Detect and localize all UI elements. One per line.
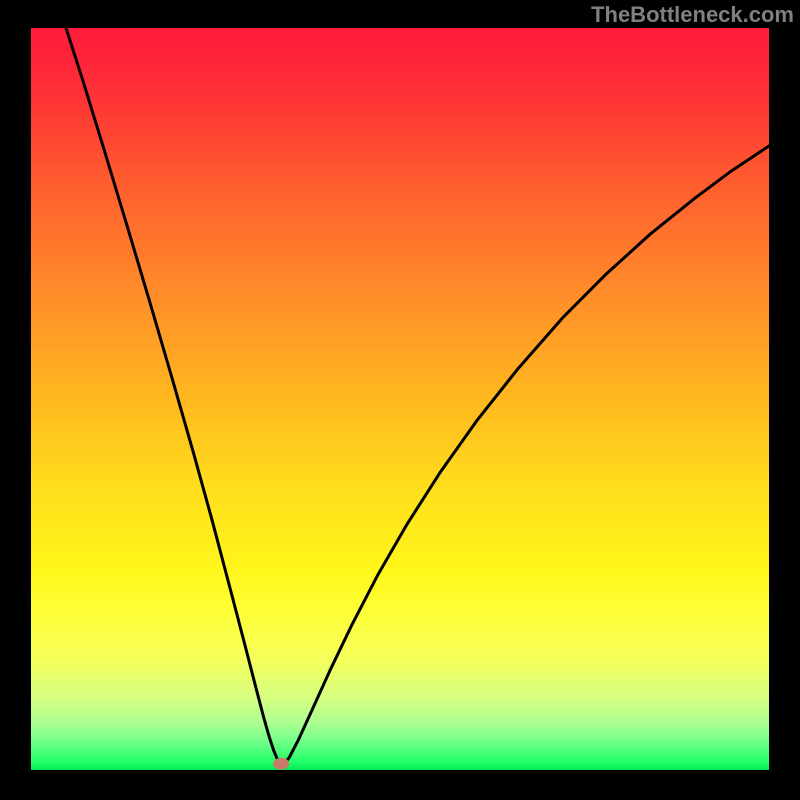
bottleneck-curve — [66, 28, 769, 764]
chart-plot-area — [31, 28, 769, 770]
watermark-label: TheBottleneck.com — [591, 2, 794, 28]
minimum-marker — [273, 758, 289, 770]
curve-layer — [31, 28, 769, 770]
